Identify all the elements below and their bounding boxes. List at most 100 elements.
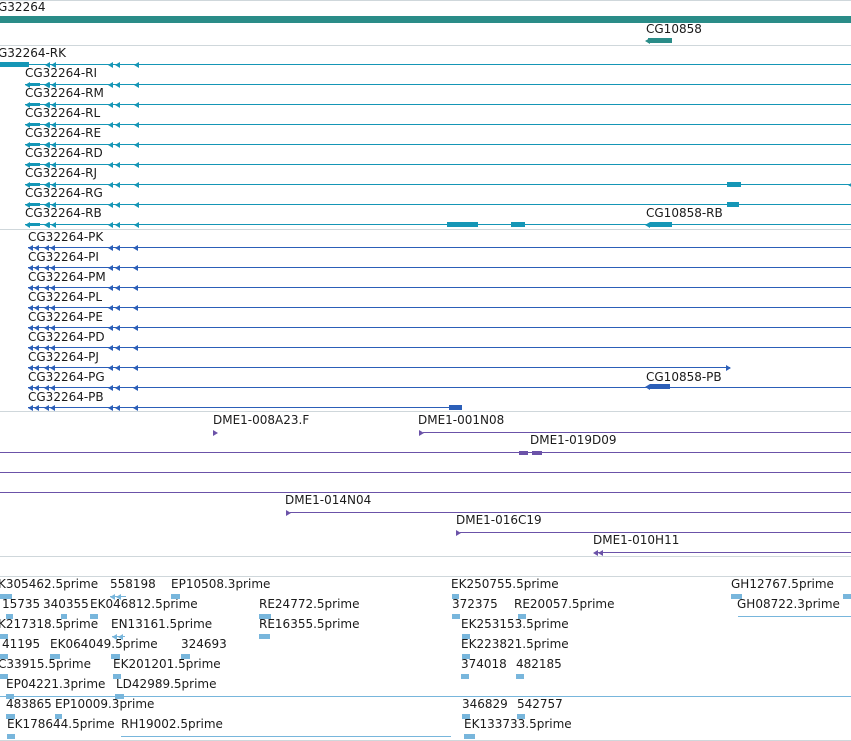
strand-arrow-icon bbox=[34, 324, 39, 331]
est-label[interactable]: 15735 bbox=[2, 597, 41, 611]
strand-arrow-icon bbox=[44, 404, 49, 411]
transcript-label[interactable]: CG32264-RM bbox=[25, 86, 104, 100]
est-label[interactable]: K217318.5prime bbox=[0, 617, 99, 631]
transcript-label[interactable]: CG32264-RD bbox=[25, 146, 103, 160]
est-label[interactable]: EP04221.3prime bbox=[6, 677, 106, 691]
protein-line bbox=[28, 347, 851, 348]
est-label[interactable]: GH08722.3prime bbox=[737, 597, 840, 611]
transcript-label[interactable]: G32264-RK bbox=[0, 46, 67, 60]
transcript-label[interactable]: CG32264-RJ bbox=[25, 166, 98, 180]
est-label[interactable]: EK133733.5prime bbox=[464, 717, 572, 731]
protein-label[interactable]: CG32264-PL bbox=[28, 290, 103, 304]
est-label[interactable]: 542757 bbox=[517, 697, 563, 711]
transcript-extra-label[interactable]: CG10858-RB bbox=[646, 206, 723, 220]
strand-arrow-icon bbox=[25, 81, 30, 88]
protein-label[interactable]: CG32264-PG bbox=[28, 370, 105, 384]
protein-label[interactable]: CG32264-PD bbox=[28, 330, 105, 344]
est-label[interactable]: 374018 bbox=[461, 657, 507, 671]
track-separator bbox=[0, 0, 851, 1]
strand-arrow-icon bbox=[28, 324, 33, 331]
est-label[interactable]: LD42989.5prime bbox=[116, 677, 217, 691]
est-label[interactable]: EK178644.5prime bbox=[7, 717, 115, 731]
strand-arrow-icon bbox=[51, 181, 56, 188]
est-label[interactable]: RH19002.5prime bbox=[121, 717, 223, 731]
protein-line bbox=[28, 367, 730, 368]
strand-arrow-icon bbox=[134, 81, 139, 88]
est-block bbox=[462, 634, 470, 639]
track-separator bbox=[0, 576, 851, 577]
est-label[interactable]: EK201201.5prime bbox=[113, 657, 221, 671]
est-label[interactable]: K305462.5prime bbox=[0, 577, 99, 591]
est-label[interactable]: 372375 bbox=[452, 597, 498, 611]
track-separator bbox=[0, 45, 851, 46]
exon-block bbox=[29, 103, 40, 106]
est-label[interactable]: EK046812.5prime bbox=[90, 597, 198, 611]
transcript-label[interactable]: CG32264-RE bbox=[25, 126, 102, 140]
strand-arrow-icon bbox=[108, 101, 113, 108]
est-label[interactable]: EP10009.3prime bbox=[55, 697, 155, 711]
clone-label[interactable]: DME1-010H11 bbox=[593, 533, 680, 547]
est-label[interactable]: 324693 bbox=[181, 637, 227, 651]
transcript-label[interactable]: CG32264-RG bbox=[25, 186, 103, 200]
est-label[interactable]: EP10508.3prime bbox=[171, 577, 271, 591]
small-gene-label[interactable]: CG10858 bbox=[646, 22, 702, 36]
clone-label[interactable]: DME1-016C19 bbox=[456, 513, 542, 527]
est-label[interactable]: C33915.5prime bbox=[0, 657, 91, 671]
clone-label[interactable]: DME1-014N04 bbox=[285, 493, 372, 507]
exon-block bbox=[449, 405, 462, 410]
protein-label[interactable]: CG32264-PM bbox=[28, 270, 106, 284]
strand-arrow-icon bbox=[51, 201, 56, 208]
transcript-line bbox=[0, 64, 851, 65]
est-label[interactable]: 346829 bbox=[462, 697, 508, 711]
protein-label[interactable]: CG32264-PK bbox=[28, 230, 104, 244]
protein-line bbox=[28, 267, 851, 268]
est-label[interactable]: RE24772.5prime bbox=[259, 597, 360, 611]
est-line bbox=[738, 616, 851, 617]
transcript-line bbox=[25, 84, 851, 85]
est-label[interactable]: 483865 bbox=[6, 697, 52, 711]
est-block bbox=[6, 614, 13, 619]
est-label[interactable]: RE20057.5prime bbox=[514, 597, 615, 611]
est-block bbox=[516, 674, 524, 679]
clone-label[interactable]: DME1-008A23.F bbox=[213, 413, 310, 427]
est-block bbox=[461, 674, 469, 679]
protein-extra-label[interactable]: CG10858-PB bbox=[646, 370, 722, 384]
strand-arrow-icon bbox=[44, 284, 49, 291]
strand-arrow-icon bbox=[134, 221, 139, 228]
transcript-label[interactable]: CG32264-RB bbox=[25, 206, 102, 220]
clone-label[interactable]: DME1-001N08 bbox=[418, 413, 505, 427]
protein-label[interactable]: CG32264-PB bbox=[28, 390, 104, 404]
strand-arrow-icon bbox=[133, 384, 138, 391]
est-label[interactable]: 340355 bbox=[43, 597, 89, 611]
transcript-label[interactable]: CG32264-RI bbox=[25, 66, 98, 80]
strand-arrow-icon bbox=[34, 264, 39, 271]
track-separator bbox=[0, 411, 851, 412]
est-block bbox=[462, 654, 470, 659]
est-label[interactable]: EK253153.5prime bbox=[461, 617, 569, 631]
est-label[interactable]: 482185 bbox=[516, 657, 562, 671]
est-label[interactable]: 41195 bbox=[2, 637, 41, 651]
strand-arrow-icon bbox=[45, 221, 50, 228]
gene-label[interactable]: G32264 bbox=[0, 0, 46, 14]
strand-arrow-icon bbox=[108, 304, 113, 311]
strand-arrow-icon bbox=[115, 141, 120, 148]
est-label[interactable]: EK223821.5prime bbox=[461, 637, 569, 651]
protein-label[interactable]: CG32264-PJ bbox=[28, 350, 99, 364]
strand-arrow-icon bbox=[25, 101, 30, 108]
feature-line bbox=[460, 532, 851, 533]
protein-label[interactable]: CG32264-PE bbox=[28, 310, 103, 324]
est-label[interactable]: EN13161.5prime bbox=[111, 617, 213, 631]
transcript-label[interactable]: CG32264-RL bbox=[25, 106, 101, 120]
est-label[interactable]: EK250755.5prime bbox=[451, 577, 559, 591]
clone-label[interactable]: DME1-019D09 bbox=[530, 433, 617, 447]
est-label[interactable]: GH12767.5prime bbox=[731, 577, 834, 591]
strand-arrow-icon bbox=[133, 404, 138, 411]
est-label[interactable]: EK064049.5prime bbox=[50, 637, 158, 651]
est-label[interactable]: RE16355.5prime bbox=[259, 617, 360, 631]
est-label[interactable]: 558198 bbox=[110, 577, 156, 591]
strand-arrow-icon bbox=[25, 221, 30, 228]
est-block bbox=[0, 634, 8, 639]
transcript-line bbox=[25, 204, 851, 205]
strand-arrow-icon bbox=[51, 161, 56, 168]
protein-label[interactable]: CG32264-PI bbox=[28, 250, 99, 264]
